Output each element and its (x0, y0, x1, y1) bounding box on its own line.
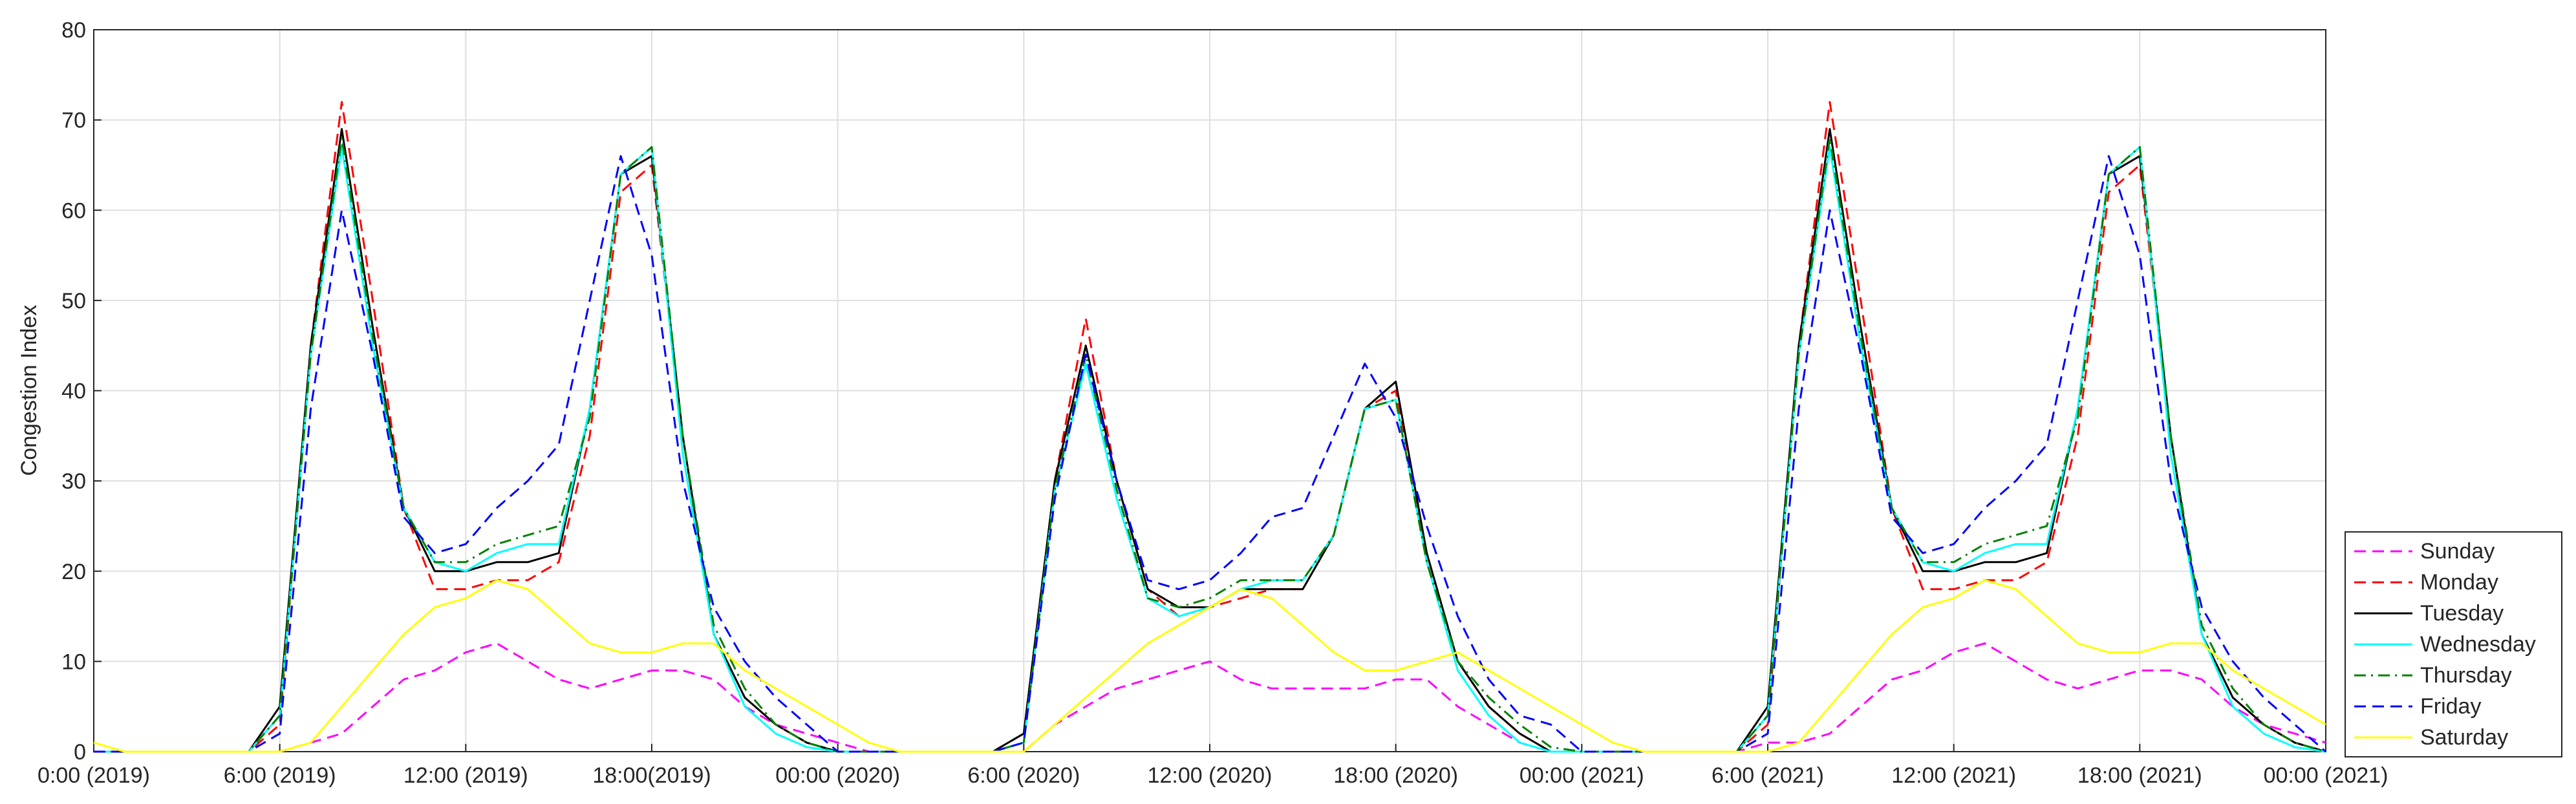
x-tick-label: 6:00 (2021) (1712, 763, 1824, 788)
legend-label: Friday (2420, 694, 2481, 719)
x-tick-label: 18:00 (2020) (1333, 763, 1458, 788)
series-line (93, 579, 2326, 753)
legend-label: Saturday (2420, 725, 2508, 750)
x-tick-label: 18:00 (2021) (2077, 763, 2202, 788)
x-tick-label: 6:00 (2019) (224, 763, 336, 788)
series-line (94, 642, 2326, 753)
series-line (94, 137, 2326, 753)
legend-label: Wednesday (2420, 632, 2536, 657)
legend-label: Thursday (2420, 663, 2512, 688)
x-tick-label: 00:00 (2021) (2264, 763, 2388, 788)
y-tick-label: 60 (61, 198, 86, 223)
x-tick-label: 12:00 (2021) (1891, 763, 2016, 788)
y-tick-label: 0 (74, 740, 86, 765)
y-axis-label: Congestion Index (17, 305, 41, 476)
x-tick-label: 00:00 (2020) (775, 763, 900, 788)
y-tick-label: 30 (61, 469, 86, 494)
y-tick-label: 10 (61, 650, 86, 674)
x-tick-label: 12:00 (2020) (1148, 763, 1272, 788)
y-tick-label: 50 (61, 289, 86, 313)
y-tick-label: 70 (61, 109, 86, 133)
legend-label: Sunday (2420, 539, 2495, 564)
x-tick-label: 6:00 (2020) (967, 763, 1080, 788)
plot-frame (93, 29, 2326, 752)
legend-label: Tuesday (2420, 601, 2504, 626)
x-tick-label: 18:00(2019) (592, 763, 711, 788)
x-tick-label: 12:00 (2019) (403, 763, 528, 788)
y-tick-label: 40 (61, 379, 86, 404)
x-tick-label: 0:00 (2019) (38, 763, 150, 788)
y-tick-label: 80 (61, 18, 86, 43)
x-tick-label: 00:00 (2021) (1519, 763, 1644, 788)
series-line (94, 154, 2326, 753)
legend-label: Monday (2420, 570, 2498, 595)
y-tick-label: 20 (61, 560, 86, 584)
